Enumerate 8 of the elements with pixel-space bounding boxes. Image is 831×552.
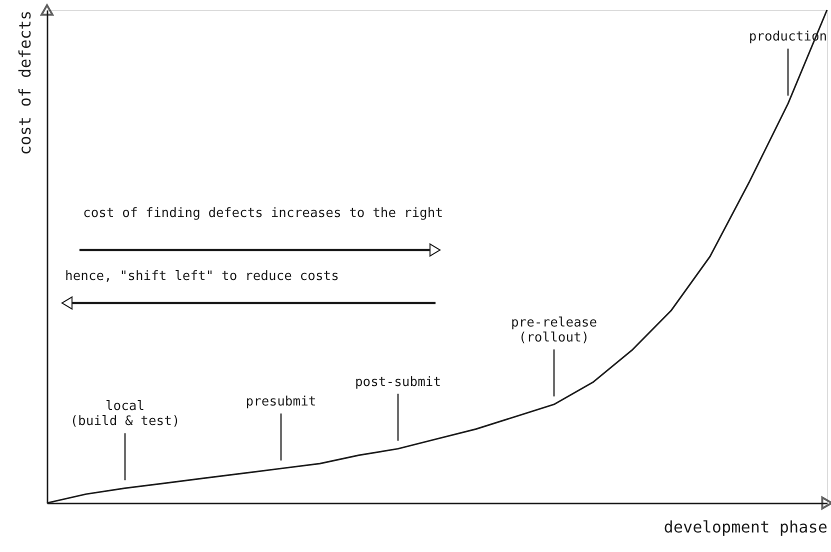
annotation: cost of finding defects increases to the right bbox=[83, 206, 444, 221]
annotation: pre-release (rollout) bbox=[510, 315, 598, 346]
x-axis-title: development phase bbox=[664, 518, 828, 536]
annotation: local (build & test) bbox=[70, 399, 180, 430]
annotation: post-submit bbox=[354, 374, 442, 390]
annotation: presubmit bbox=[246, 394, 316, 410]
y-axis-title: cost of defects bbox=[16, 10, 34, 155]
annotation: hence, "shift left" to reduce costs bbox=[65, 269, 339, 284]
